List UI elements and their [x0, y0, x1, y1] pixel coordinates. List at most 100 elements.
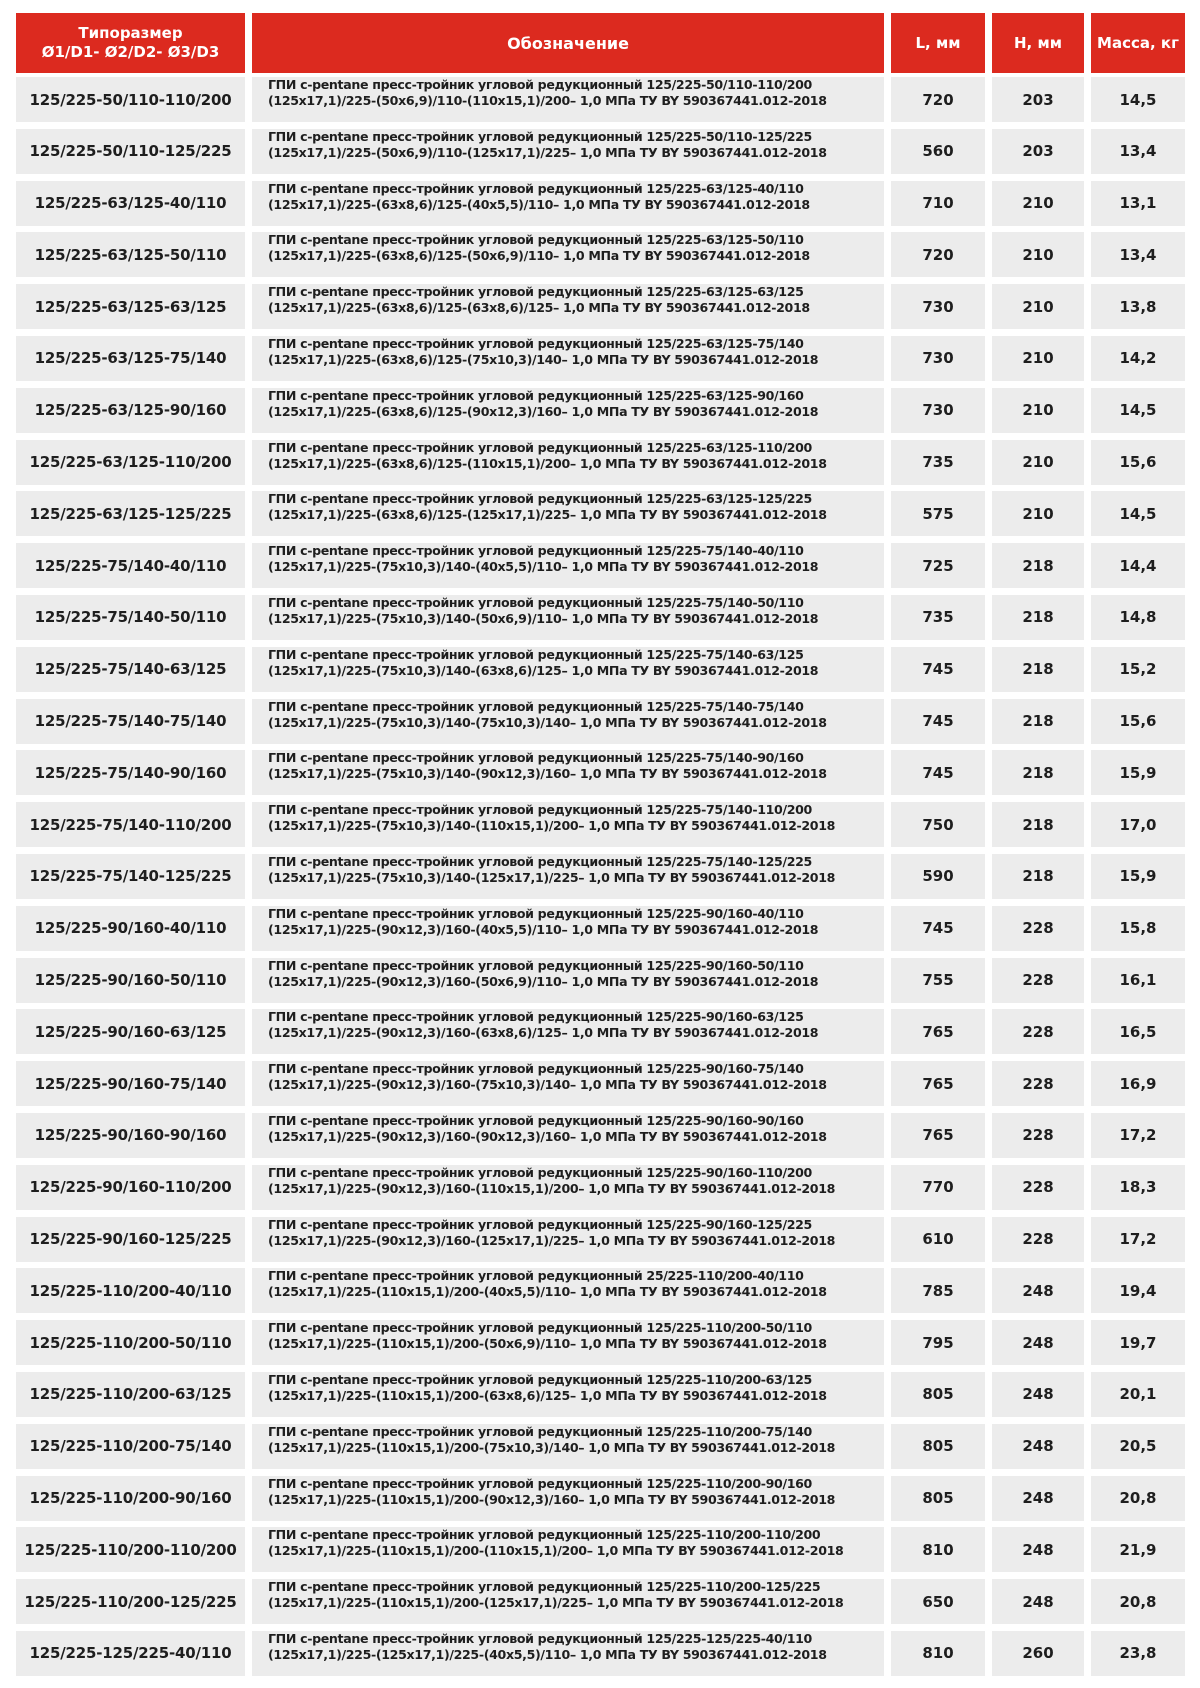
designation-line: (125x17,1)/225-(110x15,1)/200-(50x6,9)/1… — [268, 1336, 827, 1352]
designation-line: ГПИ c-pentane пресс-тройник угловой реду… — [268, 905, 804, 921]
designation-line: ГПИ c-pentane пресс-тройник угловой реду… — [268, 387, 804, 403]
cell-size: 125/225-75/140-125/225 — [16, 853, 245, 899]
cell-size: 125/225-110/200-75/140 — [16, 1423, 245, 1469]
cell-height: 248 — [992, 1268, 1084, 1314]
cell-mass: 19,4 — [1091, 1268, 1185, 1314]
cell-mass: 16,1 — [1091, 957, 1185, 1003]
table-row: 125/225-110/200-110/200 ГПИ c-pentane пре… — [16, 1527, 1185, 1573]
cell-height: 228 — [992, 1009, 1084, 1055]
cell-size: 125/225-50/110-125/225 — [16, 128, 245, 174]
cell-size: 125/225-110/200-90/160 — [16, 1475, 245, 1521]
cell-designation: ГПИ c-pentane пресс-тройник угловой реду… — [252, 128, 884, 174]
cell-height: 210 — [992, 335, 1084, 381]
designation-line: ГПИ c-pentane пресс-тройник угловой реду… — [268, 180, 804, 196]
cell-length: 590 — [891, 853, 985, 899]
designation-line: (125x17,1)/225-(90x12,3)/160-(75x10,3)/1… — [268, 1077, 827, 1093]
cell-height: 228 — [992, 1164, 1084, 1210]
cell-size: 125/225-90/160-90/160 — [16, 1112, 245, 1158]
designation-line: ГПИ c-pentane пресс-тройник угловой реду… — [268, 1112, 804, 1128]
cell-height: 218 — [992, 543, 1084, 589]
cell-designation: ГПИ c-pentane пресс-тройник угловой реду… — [252, 77, 884, 122]
designation-line: (125x17,1)/225-(63x8,6)/125-(110x15,1)/2… — [268, 455, 827, 471]
cell-mass: 15,2 — [1091, 646, 1185, 692]
designation-line: ГПИ c-pentane пресс-тройник угловой реду… — [268, 853, 812, 869]
cell-height: 248 — [992, 1579, 1084, 1625]
cell-size: 125/225-90/160-110/200 — [16, 1164, 245, 1210]
table-row: 125/225-63/125-75/140 ГПИ c-pentane пресс… — [16, 335, 1185, 381]
designation-line: ГПИ c-pentane пресс-тройник угловой реду… — [268, 646, 804, 662]
cell-size: 125/225-75/140-90/160 — [16, 750, 245, 796]
table-row: 125/225-110/200-90/160 ГПИ c-pentane прес… — [16, 1475, 1185, 1521]
table-row: 125/225-90/160-110/200 ГПИ c-pentane прес… — [16, 1164, 1185, 1210]
cell-height: 218 — [992, 594, 1084, 640]
designation-line: ГПИ c-pentane пресс-тройник угловой реду… — [268, 491, 812, 507]
designation-line: (125x17,1)/225-(90x12,3)/160-(110x15,1)/… — [268, 1180, 836, 1196]
cell-mass: 14,8 — [1091, 594, 1185, 640]
cell-designation: ГПИ c-pentane пресс-тройник угловой реду… — [252, 335, 884, 381]
designation-line: (125x17,1)/225-(75x10,3)/140-(90x12,3)/1… — [268, 766, 827, 782]
cell-size: 125/225-63/125-75/140 — [16, 335, 245, 381]
cell-height: 210 — [992, 232, 1084, 278]
cell-length: 745 — [891, 646, 985, 692]
cell-size: 125/225-75/140-110/200 — [16, 802, 245, 848]
cell-mass: 13,4 — [1091, 232, 1185, 278]
designation-line: (125x17,1)/225-(75x10,3)/140-(110x15,1)/… — [268, 818, 836, 834]
cell-size: 125/225-110/200-110/200 — [16, 1527, 245, 1573]
cell-size: 125/225-90/160-125/225 — [16, 1216, 245, 1262]
cell-mass: 20,8 — [1091, 1579, 1185, 1625]
table-row: 125/225-63/125-125/225 ГПИ c-pentane прес… — [16, 491, 1185, 537]
table-row: 125/225-90/160-63/125 ГПИ c-pentane пресс… — [16, 1009, 1185, 1055]
cell-length: 810 — [891, 1527, 985, 1573]
cell-height: 218 — [992, 750, 1084, 796]
cell-designation: ГПИ c-pentane пресс-тройник угловой реду… — [252, 1475, 884, 1521]
cell-size: 125/225-63/125-40/110 — [16, 180, 245, 226]
designation-line: ГПИ c-pentane пресс-тройник угловой реду… — [268, 232, 804, 248]
cell-length: 805 — [891, 1475, 985, 1521]
cell-size: 125/225-90/160-75/140 — [16, 1061, 245, 1107]
cell-designation: ГПИ c-pentane пресс-тройник угловой реду… — [252, 1320, 884, 1366]
cell-height: 248 — [992, 1475, 1084, 1521]
cell-mass: 17,0 — [1091, 802, 1185, 848]
cell-size: 125/225-110/200-125/225 — [16, 1579, 245, 1625]
table-row: 125/225-63/125-110/200 ГПИ c-pentane прес… — [16, 439, 1185, 485]
table-row: 125/225-50/110-110/200 ГПИ c-pentane прес… — [16, 77, 1185, 122]
cell-height: 210 — [992, 491, 1084, 537]
designation-line: (125x17,1)/225-(50x6,9)/110-(110x15,1)/2… — [268, 93, 827, 108]
cell-mass: 18,3 — [1091, 1164, 1185, 1210]
cell-length: 610 — [891, 1216, 985, 1262]
header-height: H, мм — [992, 13, 1084, 73]
cell-designation: ГПИ c-pentane пресс-тройник угловой реду… — [252, 594, 884, 640]
designation-line: ГПИ c-pentane пресс-тройник угловой реду… — [268, 1061, 804, 1077]
designation-line: (125x17,1)/225-(63x8,6)/125-(90x12,3)/16… — [268, 403, 819, 419]
cell-designation: ГПИ c-pentane пресс-тройник угловой реду… — [252, 957, 884, 1003]
cell-size: 125/225-75/140-75/140 — [16, 698, 245, 744]
cell-length: 795 — [891, 1320, 985, 1366]
cell-designation: ГПИ c-pentane пресс-тройник угловой реду… — [252, 646, 884, 692]
cell-height: 218 — [992, 853, 1084, 899]
cell-height: 248 — [992, 1371, 1084, 1417]
cell-designation: ГПИ c-pentane пресс-тройник угловой реду… — [252, 1061, 884, 1107]
cell-mass: 13,8 — [1091, 284, 1185, 330]
cell-mass: 16,9 — [1091, 1061, 1185, 1107]
designation-line: ГПИ c-pentane пресс-тройник угловой реду… — [268, 594, 804, 610]
cell-height: 248 — [992, 1527, 1084, 1573]
designation-line: (125x17,1)/225-(90x12,3)/160-(90x12,3)/1… — [268, 1128, 827, 1144]
cell-length: 560 — [891, 128, 985, 174]
table-row: 125/225-75/140-110/200 ГПИ c-pentane прес… — [16, 802, 1185, 848]
designation-line: ГПИ c-pentane пресс-тройник угловой реду… — [268, 1009, 804, 1025]
cell-length: 745 — [891, 750, 985, 796]
table-row: 125/225-75/140-90/160 ГПИ c-pentane пресс… — [16, 750, 1185, 796]
designation-line: ГПИ c-pentane пресс-тройник угловой реду… — [268, 77, 812, 92]
cell-designation: ГПИ c-pentane пресс-тройник угловой реду… — [252, 284, 884, 330]
table-row: 125/225-90/160-75/140 ГПИ c-pentane пресс… — [16, 1061, 1185, 1107]
designation-line: ГПИ c-pentane пресс-тройник угловой реду… — [268, 284, 804, 300]
table-row: 125/225-50/110-125/225 ГПИ c-pentane прес… — [16, 128, 1185, 174]
designation-line: ГПИ c-pentane пресс-тройник угловой реду… — [268, 1630, 812, 1646]
cell-length: 725 — [891, 543, 985, 589]
table-row: 125/225-75/140-50/110 ГПИ c-pentane пресс… — [16, 594, 1185, 640]
designation-line: ГПИ c-pentane пресс-тройник угловой реду… — [268, 1268, 804, 1284]
cell-mass: 20,1 — [1091, 1371, 1185, 1417]
cell-size: 125/225-125/225-40/110 — [16, 1630, 245, 1676]
designation-line: ГПИ c-pentane пресс-тройник угловой реду… — [268, 698, 804, 714]
cell-designation: ГПИ c-pentane пресс-тройник угловой реду… — [252, 1630, 884, 1676]
